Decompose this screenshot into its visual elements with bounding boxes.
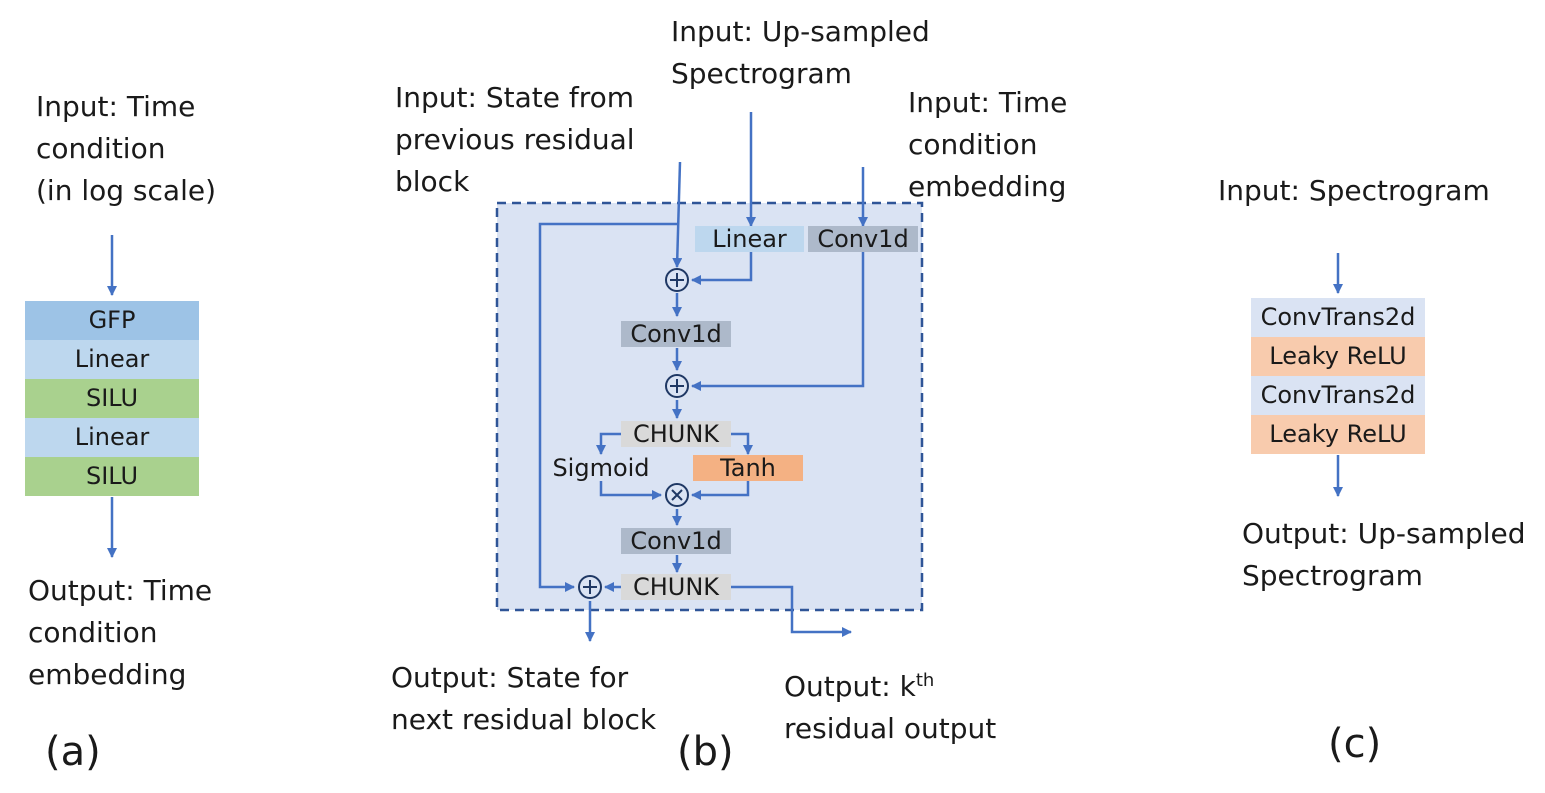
block-sigmoid: Sigmoid bbox=[546, 455, 656, 481]
panel-a-input-label: Input: Time condition (in log scale) bbox=[36, 90, 217, 207]
residual-output-prefix: Output: k bbox=[784, 670, 916, 703]
arrow-linear-plus1 bbox=[691, 252, 753, 285]
arrow-chunk-residual-out bbox=[731, 585, 852, 637]
block-gfp: GFP bbox=[25, 301, 199, 340]
block-silu-2: SILU bbox=[25, 457, 199, 496]
caption-b: (b) bbox=[677, 729, 734, 775]
panel-b-input-spec-label: Input: Up-sampled Spectrogram bbox=[671, 15, 930, 90]
panel-c-output-label: Output: Up-sampled Spectrogram bbox=[1242, 517, 1526, 592]
caption-c: (c) bbox=[1328, 721, 1382, 767]
block-conv1d-mid: Conv1d bbox=[621, 321, 731, 347]
arrow-timeconv-plus2 bbox=[691, 252, 865, 391]
panel-b-input-time-label: Input: Time condition embedding bbox=[908, 86, 1068, 203]
arrow-state-in bbox=[672, 161, 683, 268]
block-chunk-bottom: CHUNK bbox=[621, 574, 731, 600]
panel-c-input-label: Input: Spectrogram bbox=[1218, 174, 1490, 207]
plus-operator-2 bbox=[665, 374, 689, 398]
arrow-chunk-sigmoid bbox=[596, 432, 621, 455]
panel-a-output-label: Output: Time condition embedding bbox=[28, 574, 213, 691]
panel-b-input-state-label: Input: State from previous residual bloc… bbox=[395, 81, 635, 198]
arrow-tanh-times bbox=[691, 481, 750, 500]
block-linear-1: Linear bbox=[25, 340, 199, 379]
block-leaky-1: Leaky ReLU bbox=[1251, 337, 1425, 376]
panel-b-output-residual-label: Output: kth residual output bbox=[784, 670, 997, 745]
block-convtrans-2: ConvTrans2d bbox=[1251, 376, 1425, 415]
plus-operator-1 bbox=[665, 268, 689, 292]
block-chunk-top: CHUNK bbox=[621, 421, 731, 447]
block-conv1d-time: Conv1d bbox=[808, 226, 918, 252]
plus-operator-3 bbox=[578, 575, 602, 599]
block-silu-1: SILU bbox=[25, 379, 199, 418]
block-leaky-2: Leaky ReLU bbox=[1251, 415, 1425, 454]
panel-b-output-state-label: Output: State for next residual block bbox=[391, 661, 657, 736]
skip-path bbox=[538, 222, 677, 592]
residual-output-sup: th bbox=[915, 670, 935, 691]
caption-a: (a) bbox=[45, 729, 101, 775]
block-conv1d-bottom: Conv1d bbox=[621, 528, 731, 554]
block-linear-b: Linear bbox=[695, 226, 804, 252]
arrow-chunk-tanh bbox=[731, 432, 753, 455]
times-operator bbox=[665, 483, 689, 507]
block-tanh: Tanh bbox=[693, 455, 803, 481]
arrow-sigmoid-times bbox=[599, 481, 662, 500]
block-convtrans-1: ConvTrans2d bbox=[1251, 298, 1425, 337]
block-linear-2: Linear bbox=[25, 418, 199, 457]
